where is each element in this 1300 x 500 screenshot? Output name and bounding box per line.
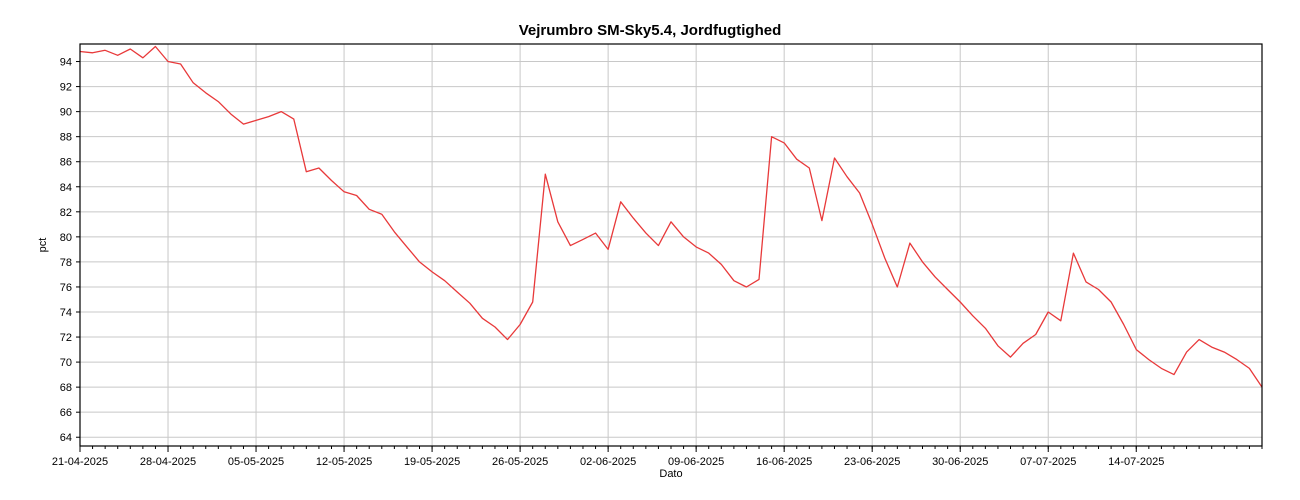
y-tick-label: 76 — [60, 282, 72, 294]
x-axis-label: Dato — [659, 468, 682, 480]
x-tick-label: 05-05-2025 — [228, 456, 284, 468]
y-tick-label: 94 — [60, 57, 72, 69]
y-tick-label: 82 — [60, 207, 72, 219]
series-line — [79, 45, 1263, 388]
y-axis: 64 66 68 70 72 74 76 78 80 82 84 86 88 90 92 94 — [60, 57, 80, 444]
x-tick-label: 12-05-2025 — [316, 456, 372, 468]
y-tick-label: 90 — [60, 107, 72, 119]
x-tick-label: 28-04-2025 — [140, 456, 196, 468]
y-axis-label: pct — [37, 238, 49, 253]
x-tick-label: 07-07-2025 — [1020, 456, 1076, 468]
y-tick-label: 92 — [60, 82, 72, 94]
x-tick-label: 23-06-2025 — [844, 456, 900, 468]
plot-frame — [79, 43, 1263, 447]
plot-area — [80, 44, 1262, 446]
grid — [79, 44, 1262, 446]
y-tick-label: 70 — [60, 357, 72, 369]
x-tick-label: 02-06-2025 — [580, 456, 636, 468]
y-tick-label: 78 — [60, 257, 72, 269]
y-tick-label: 86 — [60, 157, 72, 169]
y-tick-label: 68 — [60, 382, 72, 394]
y-tick-label: 88 — [60, 132, 72, 144]
x-tick-label: 16-06-2025 — [756, 456, 812, 468]
y-tick-label: 66 — [60, 407, 72, 419]
y-tick-label: 72 — [60, 332, 72, 344]
x-tick-label: 14-07-2025 — [1108, 456, 1164, 468]
y-tick-label: 64 — [60, 432, 72, 444]
x-tick-label: 30-06-2025 — [932, 456, 988, 468]
x-axis: 21-04-2025 28-04-2025 05-05-2025 12-05-2025… — [52, 446, 1263, 468]
chart-title: Vejrumbro SM-Sky5.4, Jordfugtighed — [519, 22, 782, 39]
x-tick-label: 21-04-2025 — [52, 456, 108, 468]
y-tick-label: 80 — [60, 232, 72, 244]
y-tick-label: 74 — [60, 307, 72, 319]
y-tick-label: 84 — [60, 182, 72, 194]
x-tick-label: 26-05-2025 — [492, 456, 548, 468]
x-tick-label: 09-06-2025 — [668, 456, 724, 468]
x-tick-label: 19-05-2025 — [404, 456, 460, 468]
